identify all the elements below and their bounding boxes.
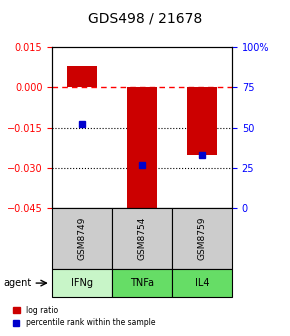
Text: GDS498 / 21678: GDS498 / 21678 — [88, 12, 202, 26]
Text: agent: agent — [3, 278, 31, 288]
Text: GSM8754: GSM8754 — [137, 217, 147, 260]
Text: GSM8749: GSM8749 — [78, 217, 87, 260]
Text: IFNg: IFNg — [71, 278, 93, 288]
Legend: log ratio, percentile rank within the sample: log ratio, percentile rank within the sa… — [10, 303, 159, 331]
Bar — [127, 87, 157, 208]
Text: IL4: IL4 — [195, 278, 209, 288]
Text: GSM8759: GSM8759 — [197, 217, 206, 260]
Bar — [67, 66, 97, 87]
Bar — [187, 87, 217, 155]
Text: TNFa: TNFa — [130, 278, 154, 288]
